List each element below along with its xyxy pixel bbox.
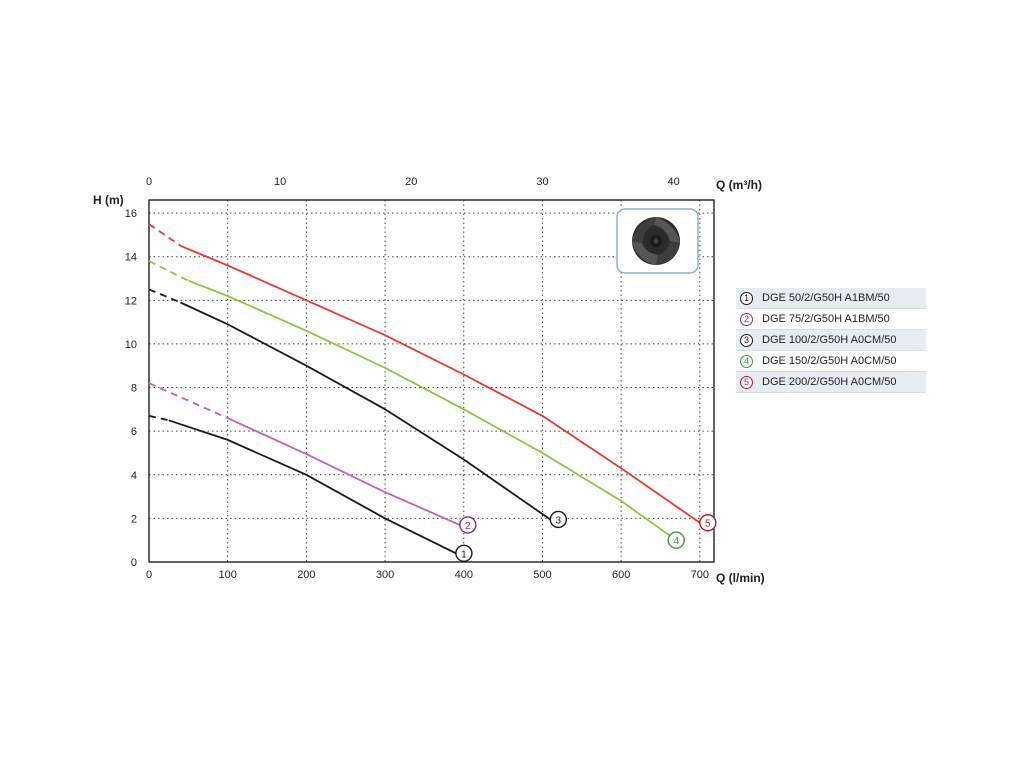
legend-label: DGE 50/2/G50H A1BM/50 xyxy=(762,292,890,304)
top-x-tick-label: 40 xyxy=(667,176,679,188)
legend-item: 4 DGE 150/2/G50H A0CM/50 xyxy=(736,351,926,372)
legend-marker: 4 xyxy=(740,354,753,368)
impeller-icon xyxy=(616,208,699,274)
series-4-extrapolated-line xyxy=(148,260,189,282)
top-x-axis-label: Q (m³/h) xyxy=(716,178,762,192)
series-3-extrapolated-line xyxy=(148,288,181,304)
series-4-line xyxy=(187,279,677,541)
y-tick-label: 4 xyxy=(131,470,137,482)
series-2-end-marker xyxy=(459,516,477,534)
legend-marker: 2 xyxy=(740,312,753,326)
plot-frame xyxy=(148,199,715,563)
x-tick-label: 600 xyxy=(612,569,630,581)
legend-label: DGE 75/2/G50H A1BM/50 xyxy=(762,313,890,325)
series-3-end-marker xyxy=(549,510,568,529)
series-2-end-marker-label: 2 xyxy=(465,521,471,532)
series-1-extrapolated-line xyxy=(148,415,169,422)
series-4-end-marker-label: 4 xyxy=(673,536,679,547)
series-3-end-marker-label: 3 xyxy=(556,515,562,526)
legend-label: DGE 100/2/G50H A0CM/50 xyxy=(762,334,897,346)
x-tick-label: 400 xyxy=(455,569,473,581)
legend: 1 DGE 50/2/G50H A1BM/50 2 DGE 75/2/G50H A1B… xyxy=(736,288,926,393)
legend-marker: 5 xyxy=(740,375,753,389)
y-tick-label: 12 xyxy=(125,295,137,307)
y-tick-label: 2 xyxy=(131,513,137,525)
series-2-extrapolated-line xyxy=(148,382,229,419)
legend-item: 5 DGE 200/2/G50H A0CM/50 xyxy=(736,372,926,393)
series-4-end-marker xyxy=(667,531,685,549)
series-3-line xyxy=(180,301,551,521)
series-5-end-marker-label: 5 xyxy=(705,519,711,530)
y-tick-label: 10 xyxy=(125,339,137,351)
top-x-tick-label: 20 xyxy=(405,176,417,188)
series-5-end-marker xyxy=(699,514,717,532)
x-tick-label: 300 xyxy=(376,569,394,581)
legend-label: DGE 200/2/G50H A0CM/50 xyxy=(762,376,897,388)
y-tick-label: 0 xyxy=(131,557,137,569)
legend-marker: 1 xyxy=(740,291,753,305)
series-layer xyxy=(148,223,701,555)
marker-layer: 1 2 3 4 5 xyxy=(455,510,717,562)
series-1-end-marker-label: 1 xyxy=(461,549,467,560)
x-tick-label: 100 xyxy=(219,569,237,581)
legend-item: 2 DGE 75/2/G50H A1BM/50 xyxy=(736,309,926,330)
y-axis-label: H (m) xyxy=(93,193,124,207)
top-x-tick-label: 10 xyxy=(274,176,286,188)
series-1-line xyxy=(168,419,457,555)
series-5-line xyxy=(180,244,701,524)
series-1-end-marker xyxy=(455,544,473,562)
y-tick-label: 6 xyxy=(131,426,137,438)
x-tick-label: 200 xyxy=(297,569,315,581)
series-5-extrapolated-line xyxy=(148,223,182,247)
legend-label: DGE 150/2/G50H A0CM/50 xyxy=(762,355,897,367)
legend-item: 3 DGE 100/2/G50H A0CM/50 xyxy=(736,330,926,351)
y-tick-label: 14 xyxy=(125,252,137,264)
series-2-line xyxy=(227,417,461,526)
legend-marker: 3 xyxy=(740,333,753,347)
x-tick-label: 0 xyxy=(146,569,152,581)
legend-item: 1 DGE 50/2/G50H A1BM/50 xyxy=(736,288,926,309)
top-x-tick-label: 30 xyxy=(536,176,548,188)
x-axis-label: Q (l/min) xyxy=(716,571,765,585)
y-tick-label: 16 xyxy=(125,208,137,220)
x-tick-label: 700 xyxy=(691,569,709,581)
x-tick-label: 500 xyxy=(533,569,551,581)
top-x-tick-label: 0 xyxy=(146,176,152,188)
y-tick-label: 8 xyxy=(131,383,137,395)
